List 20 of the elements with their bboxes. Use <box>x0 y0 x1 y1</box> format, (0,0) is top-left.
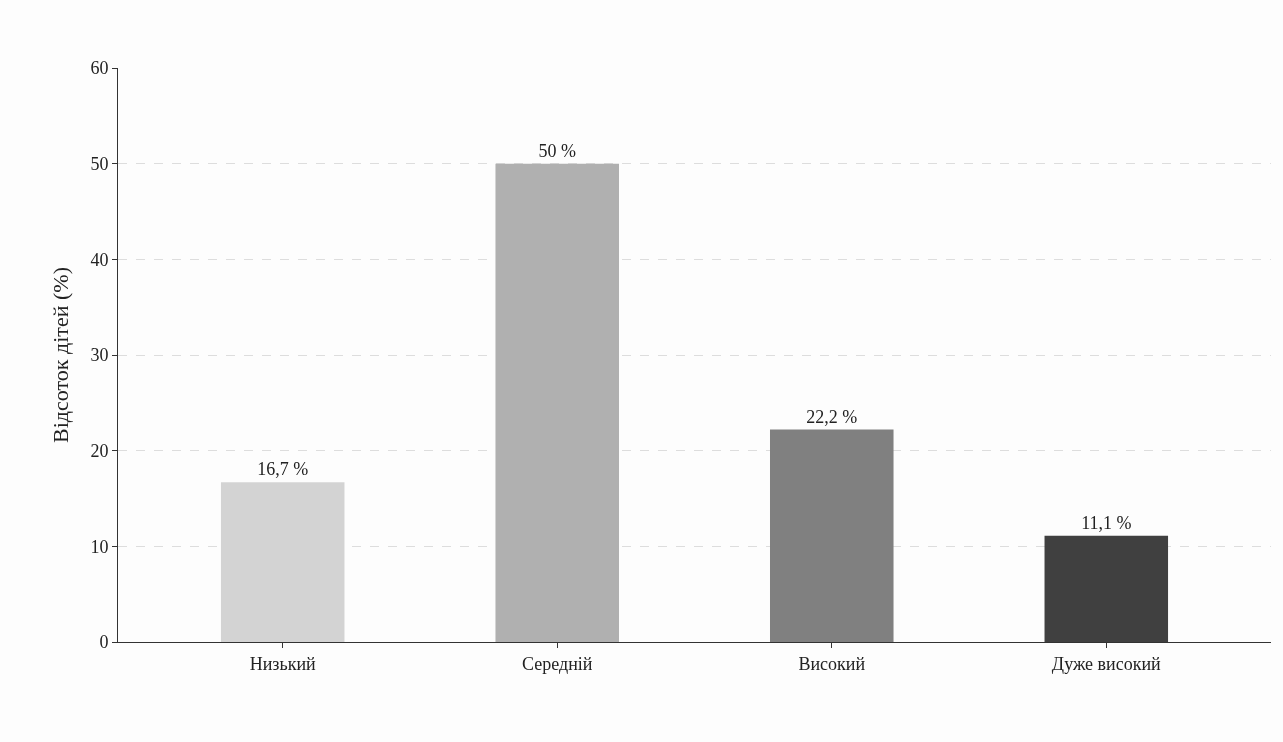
bar <box>769 429 894 642</box>
data-label: 16,7 % <box>257 459 309 480</box>
x-tick-label: Дуже високий <box>1051 653 1162 674</box>
y-axis-title: Відсоток дітей (%) <box>48 267 74 443</box>
bar <box>495 163 620 642</box>
y-tick-label: 20 <box>90 440 109 461</box>
bar <box>1044 535 1169 642</box>
y-tick-label: 10 <box>90 536 109 557</box>
x-tick-label: Середній <box>522 653 593 674</box>
y-tick-label: 40 <box>90 249 109 270</box>
y-tick-label: 30 <box>90 345 109 366</box>
y-tick-label: 60 <box>90 58 109 79</box>
y-tick-label: 50 <box>90 153 109 174</box>
data-label: 50 % <box>538 140 576 161</box>
x-tick-label: Низький <box>249 653 317 674</box>
y-tick-label: 0 <box>99 632 109 653</box>
bar <box>220 482 345 642</box>
x-tick-label: Високий <box>798 653 866 674</box>
data-label: 11,1 % <box>1081 512 1132 533</box>
data-label: 22,2 % <box>806 406 858 427</box>
